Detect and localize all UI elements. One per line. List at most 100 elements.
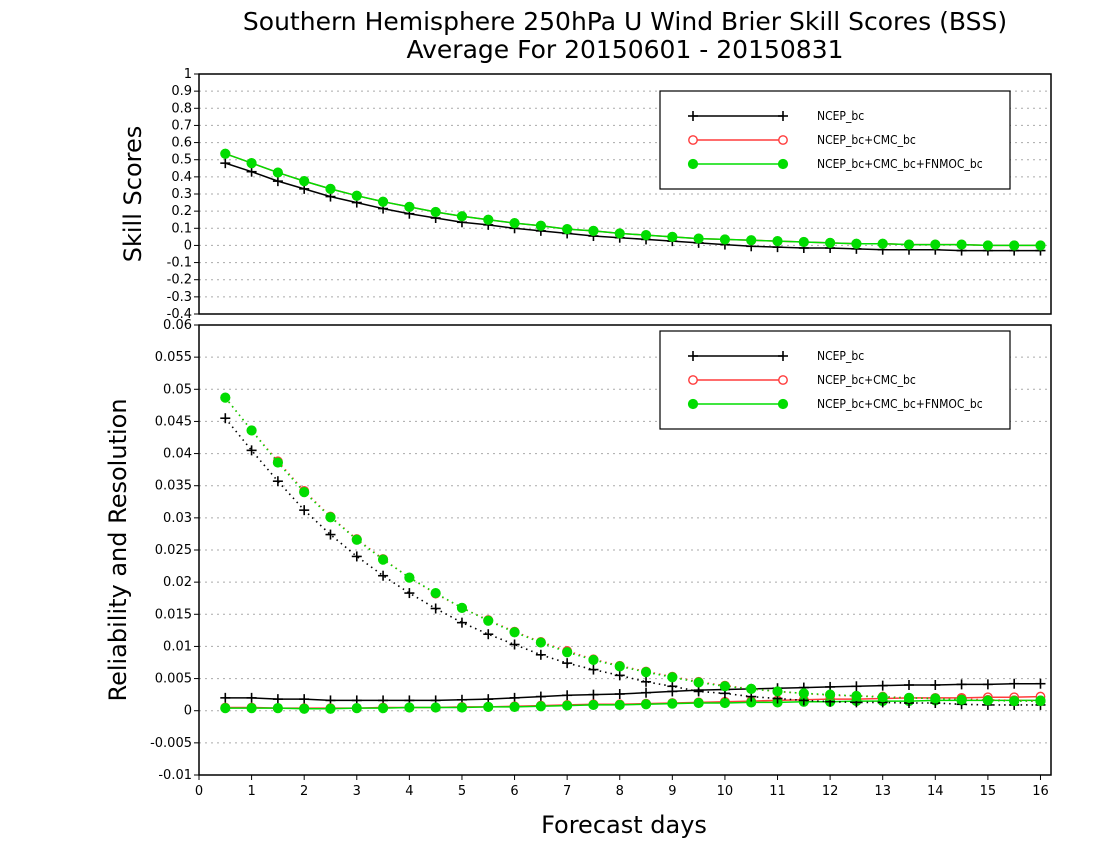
top-series-NCEP_bc+CMC_bc+FNMOC_bc — [220, 148, 1046, 251]
top-ytick-label: 0.9 — [171, 84, 192, 99]
bottom-ytick-label: 0.05 — [163, 382, 192, 397]
xtick-label: 16 — [1032, 784, 1049, 799]
top-ytick-label: 0 — [184, 238, 192, 253]
chart-title: Southern Hemisphere 250hPa U Wind Brier … — [243, 7, 1007, 36]
data-point — [404, 572, 415, 583]
bottom-ytick-label: 0.055 — [155, 350, 192, 365]
xtick-label: 4 — [405, 784, 413, 799]
data-point — [903, 692, 915, 703]
data-point — [325, 703, 336, 714]
bottom-plot-frame — [198, 324, 1052, 776]
bottom-ytick-label: 0 — [184, 704, 192, 719]
bottom-series-NCEP_bc+CMC_bc-resolution — [220, 392, 1046, 706]
legend-entry: NCEP_bc+CMC_bc+FNMOC_bc — [687, 397, 983, 411]
xtick-label: 11 — [769, 784, 786, 799]
data-point — [299, 703, 310, 714]
bottom-ytick-label: 0.06 — [163, 318, 192, 333]
bottom-ytick-label: 0.02 — [163, 575, 192, 590]
legend-label: NCEP_bc+CMC_bc+FNMOC_bc — [817, 397, 983, 411]
series-line — [224, 397, 1041, 702]
legend-entry: NCEP_bc — [688, 109, 864, 123]
data-point — [640, 230, 652, 241]
xtick-label: 10 — [717, 784, 734, 799]
legend-label: NCEP_bc+CMC_bc — [817, 133, 916, 147]
data-point — [325, 183, 336, 194]
bottom-series-NCEP_bc+CMC_bc+FNMOC_bc-resolution — [220, 392, 1046, 707]
bottom-ytick-label: 0.03 — [163, 511, 192, 526]
data-point — [719, 681, 731, 692]
top-ytick-label: 0.8 — [171, 101, 192, 116]
bottom-y-axis-title: Reliability and Resolution — [104, 398, 132, 701]
data-point — [351, 703, 362, 714]
legend-entry: NCEP_bc+CMC_bc — [688, 373, 916, 387]
data-point — [772, 686, 783, 697]
bottom-ytick-label: 0.045 — [155, 414, 192, 429]
legend-marker — [777, 158, 789, 170]
top-ytick-label: -0.1 — [167, 256, 192, 271]
top-plot-frame — [198, 73, 1052, 315]
legend-label: NCEP_bc — [817, 109, 864, 123]
data-point — [903, 239, 915, 250]
data-point — [246, 425, 257, 436]
data-point — [719, 234, 731, 245]
data-point — [1035, 695, 1046, 707]
bottom-ytick-label: 0.01 — [163, 639, 192, 654]
data-point — [562, 647, 573, 658]
legend-marker — [778, 135, 788, 145]
data-point — [746, 683, 757, 694]
data-point — [377, 196, 389, 207]
bottom-series-NCEP_bc+CMC_bc-reliability — [220, 691, 1046, 714]
xtick-label: 9 — [668, 784, 676, 799]
data-point — [562, 224, 573, 235]
bottom-series-NCEP_bc-resolution — [220, 413, 1046, 710]
data-point — [614, 661, 625, 672]
data-point — [535, 701, 546, 712]
x-axis-title: Forecast days — [541, 811, 707, 839]
top-ytick-label: -0.3 — [167, 290, 192, 305]
data-point — [1009, 240, 1020, 251]
data-point — [851, 238, 862, 249]
top-ytick-label: 0.7 — [171, 118, 192, 133]
legend-label: NCEP_bc+CMC_bc+FNMOC_bc — [817, 157, 983, 171]
bottom-ytick-label: 0.025 — [155, 543, 192, 558]
plot-area: -0.4 -0.3 -0.2 -0.1 0 0.1 0.2 0.3 0.4 0.5 0.6 0.7 0.… — [104, 67, 1052, 839]
xtick-label: 14 — [927, 784, 944, 799]
data-point — [851, 690, 862, 702]
data-point — [588, 225, 599, 236]
top-ytick-label: -0.4 — [167, 307, 192, 322]
data-point — [430, 206, 441, 218]
data-point — [588, 699, 599, 711]
series-line — [224, 417, 1041, 706]
bottom-ytick-label: 0.04 — [163, 447, 192, 462]
bottom-ytick-label: 0.005 — [155, 672, 192, 687]
data-point — [456, 211, 468, 222]
top-ytick-label: 0.5 — [171, 153, 192, 168]
data-point — [798, 688, 809, 699]
data-point — [456, 702, 468, 713]
data-point — [693, 697, 704, 709]
data-point — [930, 239, 941, 250]
data-point — [746, 235, 757, 246]
legend-marker — [688, 375, 698, 385]
data-point — [798, 236, 809, 248]
data-point — [640, 699, 652, 710]
xtick-label: 1 — [247, 784, 255, 799]
data-point — [667, 231, 678, 242]
xtick-label: 12 — [822, 784, 839, 799]
top-ytick-label: 0.4 — [171, 170, 192, 185]
data-point — [693, 233, 704, 244]
legend-entry: NCEP_bc+CMC_bc — [688, 133, 916, 147]
data-point — [535, 637, 546, 648]
data-point — [956, 239, 967, 250]
top-panel: -0.4 -0.3 -0.2 -0.1 0 0.1 0.2 0.3 0.4 0.5 0.6 0.7 0.… — [119, 67, 1052, 322]
legend-marker — [777, 398, 789, 410]
data-point — [325, 512, 336, 523]
data-point — [430, 702, 441, 713]
xtick-label: 5 — [458, 784, 466, 799]
data-point — [719, 697, 731, 709]
data-point — [535, 220, 546, 231]
data-point — [272, 167, 283, 178]
data-point — [220, 392, 231, 403]
data-point — [272, 457, 283, 468]
